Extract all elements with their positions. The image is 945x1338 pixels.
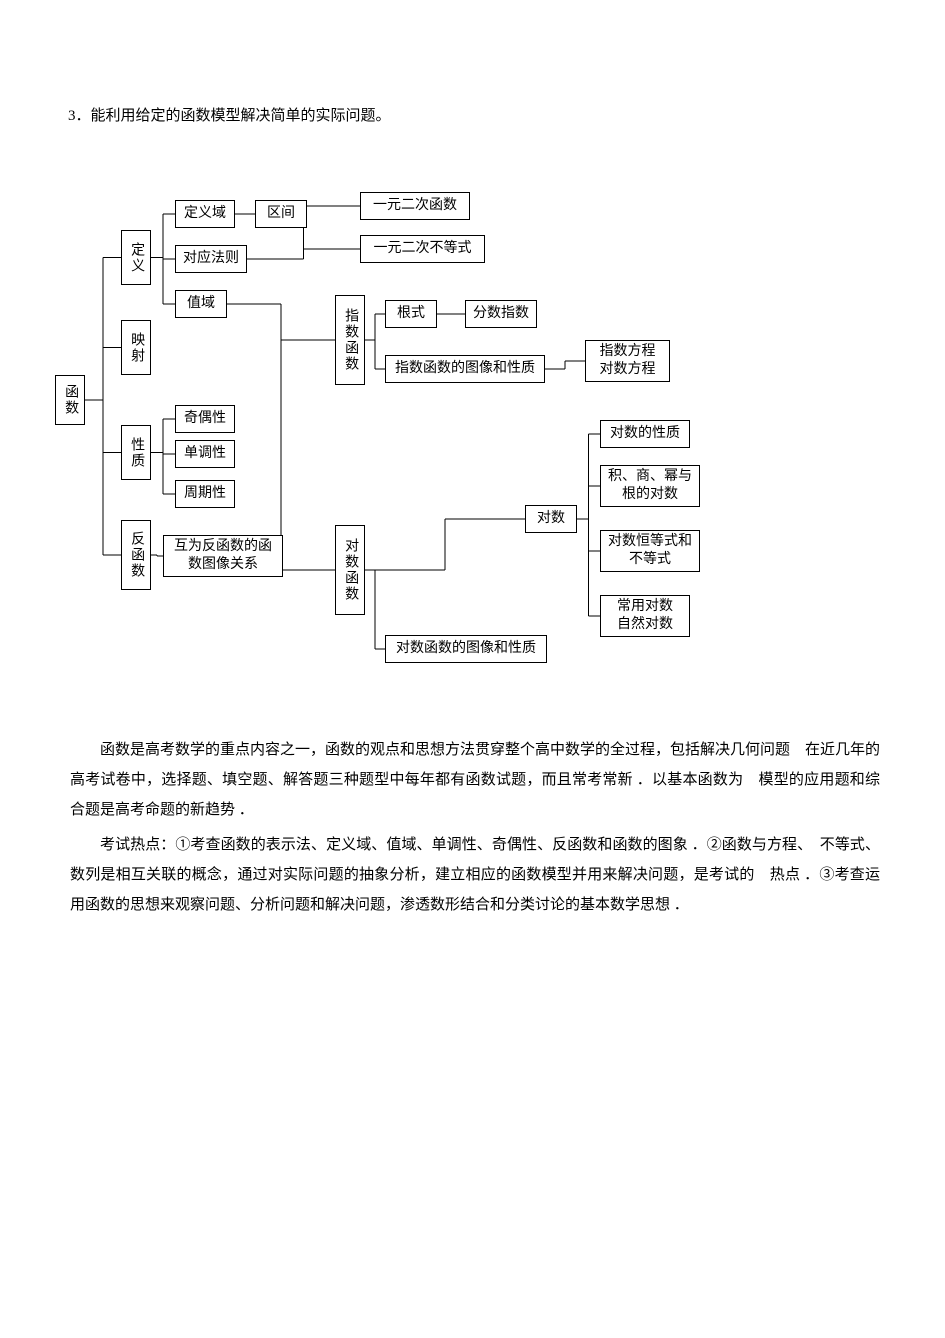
node-xingzhi: 性质: [121, 425, 151, 480]
node-duishuhengdeng: 对数恒等式和不等式: [600, 530, 700, 572]
node-genshi: 根式: [385, 300, 437, 328]
node-zhishu: 指数函数: [335, 295, 365, 385]
node-duishu: 对数函数: [335, 525, 365, 615]
node-fenshuzhishu: 分数指数: [465, 300, 537, 328]
node-jishangmi: 积、商、幂与根的对数: [600, 465, 700, 507]
node-dandiaoxing: 单调性: [175, 440, 235, 468]
page: 3．能利用给定的函数模型解决简单的实际问题。 函数 定义映射性质反函数 定义域对应法…: [0, 0, 945, 1338]
node-fangcheng: 指数方程 对数方程: [585, 340, 670, 382]
node-root: 函数: [55, 375, 85, 425]
node-zhishutuxiang: 指数函数的图像和性质: [385, 355, 545, 383]
node-fanhanshu: 反函数: [121, 520, 151, 590]
node-yiyuanerci: 一元二次函数: [360, 192, 470, 220]
node-duishutuxiang: 对数函数的图像和性质: [385, 635, 547, 663]
node-yingshe: 映射: [121, 320, 151, 375]
node-duiyingfaze: 对应法则: [175, 245, 247, 273]
function-tree-diagram: 函数 定义映射性质反函数 定义域对应法则值域 区间奇偶性单调性周期性互为反函数的函数图…: [55, 180, 775, 680]
node-jiouxing: 奇偶性: [175, 405, 235, 433]
intro-text: 3．能利用给定的函数模型解决简单的实际问题。: [68, 105, 868, 128]
node-dingyi: 定义: [121, 230, 151, 285]
paragraph-1: 函数是高考数学的重点内容之一，函数的观点和思想方法贯穿整个高中数学的全过程，包括…: [70, 735, 880, 825]
node-zhouqixing: 周期性: [175, 480, 235, 508]
node-duishunode: 对数: [525, 505, 577, 533]
paragraph-2: 考试热点：①考查函数的表示法、定义域、值域、单调性、奇偶性、反函数和函数的图象 …: [70, 830, 880, 920]
node-yiyuanercibu: 一元二次不等式: [360, 235, 485, 263]
node-zhiyu: 值域: [175, 290, 227, 318]
node-qujian: 区间: [255, 200, 307, 228]
node-huweifan: 互为反函数的函数图像关系: [163, 535, 283, 577]
node-changyong: 常用对数 自然对数: [600, 595, 690, 637]
node-dingyiyu: 定义域: [175, 200, 235, 228]
node-duishuxingzhi: 对数的性质: [600, 420, 690, 448]
